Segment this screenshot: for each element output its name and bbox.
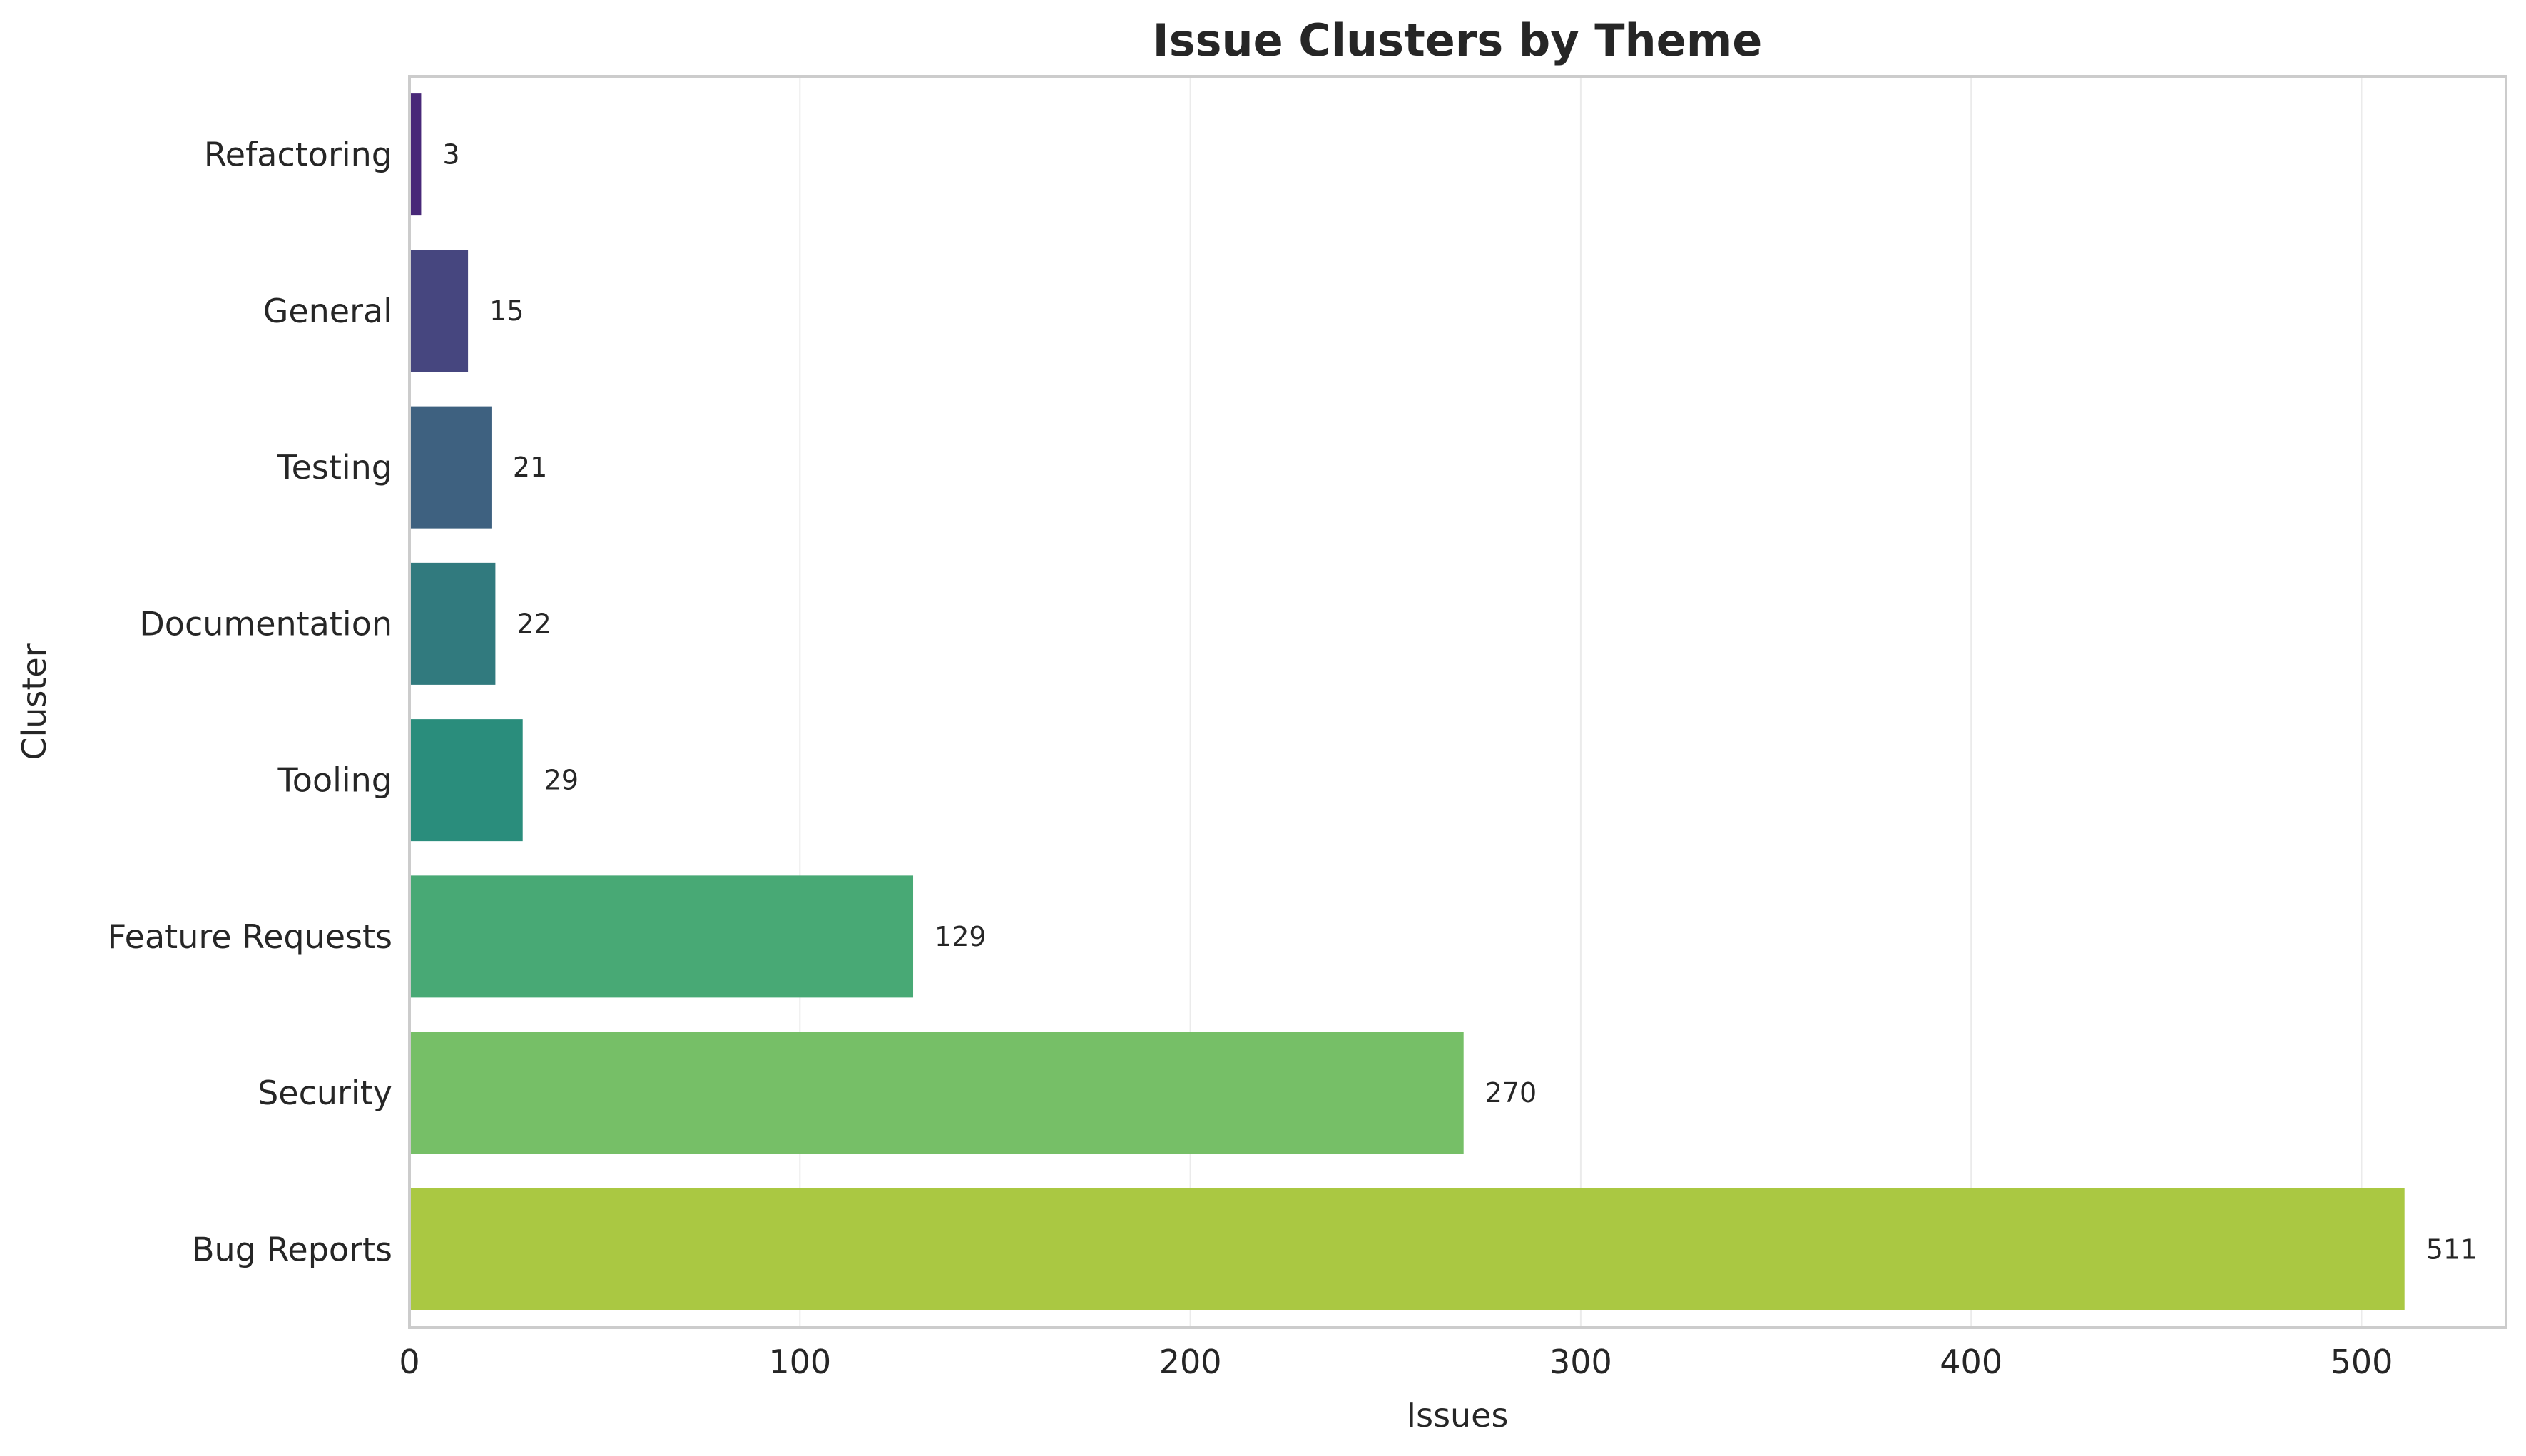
x-tick-label: 100 bbox=[768, 1343, 831, 1381]
bars bbox=[409, 93, 2405, 1310]
data-label: 29 bbox=[544, 765, 579, 796]
y-tick-label: Bug Reports bbox=[192, 1230, 392, 1268]
bar-refactoring bbox=[409, 93, 422, 216]
y-tick-label: Tooling bbox=[277, 761, 392, 800]
chart-title: Issue Clusters by Theme bbox=[1153, 14, 1763, 66]
y-tick-label: Refactoring bbox=[204, 136, 392, 174]
x-tick-label: 0 bbox=[399, 1343, 419, 1381]
bar-tooling bbox=[409, 719, 523, 842]
y-tick-labels: Refactoring General Testing Documentation To… bbox=[108, 136, 392, 1269]
y-tick-label: General bbox=[263, 292, 392, 330]
x-axis-label: Issues bbox=[1407, 1396, 1509, 1435]
y-axis-label: Cluster bbox=[15, 643, 54, 760]
bar-security bbox=[409, 1032, 1464, 1154]
plot-frame bbox=[408, 75, 2507, 1329]
data-label: 15 bbox=[489, 295, 524, 327]
data-label: 3 bbox=[442, 139, 459, 170]
data-label: 511 bbox=[2426, 1233, 2478, 1265]
y-tick-label: Testing bbox=[276, 448, 392, 487]
x-tick-label: 300 bbox=[1549, 1343, 1612, 1381]
bar-testing bbox=[409, 406, 492, 529]
bar-feature-requests bbox=[409, 875, 914, 998]
y-tick-label: Security bbox=[258, 1074, 392, 1112]
x-tick-label: 500 bbox=[2331, 1343, 2393, 1381]
data-labels: 3 15 21 22 29 129 270 511 bbox=[442, 139, 2477, 1266]
bar-bug-reports bbox=[409, 1188, 2405, 1310]
x-tick-label: 400 bbox=[1940, 1343, 2002, 1381]
data-label: 129 bbox=[934, 921, 987, 952]
y-tick-label: Feature Requests bbox=[108, 917, 392, 956]
y-tick-label: Documentation bbox=[139, 604, 392, 643]
bar-documentation bbox=[409, 562, 496, 685]
data-label: 22 bbox=[516, 608, 551, 639]
bar-general bbox=[409, 250, 469, 372]
x-tick-labels: 0 100 200 300 400 500 bbox=[399, 1343, 2393, 1381]
data-label: 270 bbox=[1485, 1077, 1537, 1109]
x-tick-label: 200 bbox=[1159, 1343, 1222, 1381]
data-label: 21 bbox=[513, 452, 547, 483]
